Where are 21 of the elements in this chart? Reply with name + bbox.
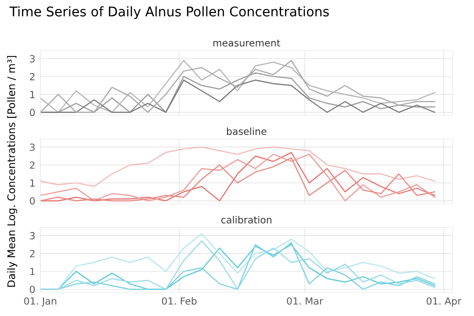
y-tick-label: 3 [30,144,35,151]
y-tick-label: 1 [30,179,35,187]
chart-title: Time Series of Daily Alnus Pollen Concentrations [9,6,329,20]
y-tick-label: 3 [30,55,35,62]
y-tick-label: 1 [30,91,35,98]
y-tick-label: 0 [30,197,35,205]
y-tick-label: 1 [30,268,35,276]
y-tick-label: 2 [30,161,34,169]
y-tick-label: 2 [30,250,34,258]
x-tick-label: 01. Feb [162,297,197,305]
chart-subtitle: calibration [221,216,272,224]
y-tick-label: 0 [30,286,35,294]
x-tick-label: 01. Apr [426,297,462,307]
y-tick-label: 0 [30,108,35,116]
chart-subtitle: baseline [227,127,266,136]
y-axis-title: Daily Mean Log. Concentrations [Pollen / m³] [7,56,18,287]
y-tick-label: 2 [30,72,34,80]
x-tick-label: 01. Jan [24,297,56,306]
y-tick-label: 3 [30,232,35,240]
chart-subtitle: measurement [213,40,280,47]
x-tick-label: 01. Mar [286,297,324,305]
